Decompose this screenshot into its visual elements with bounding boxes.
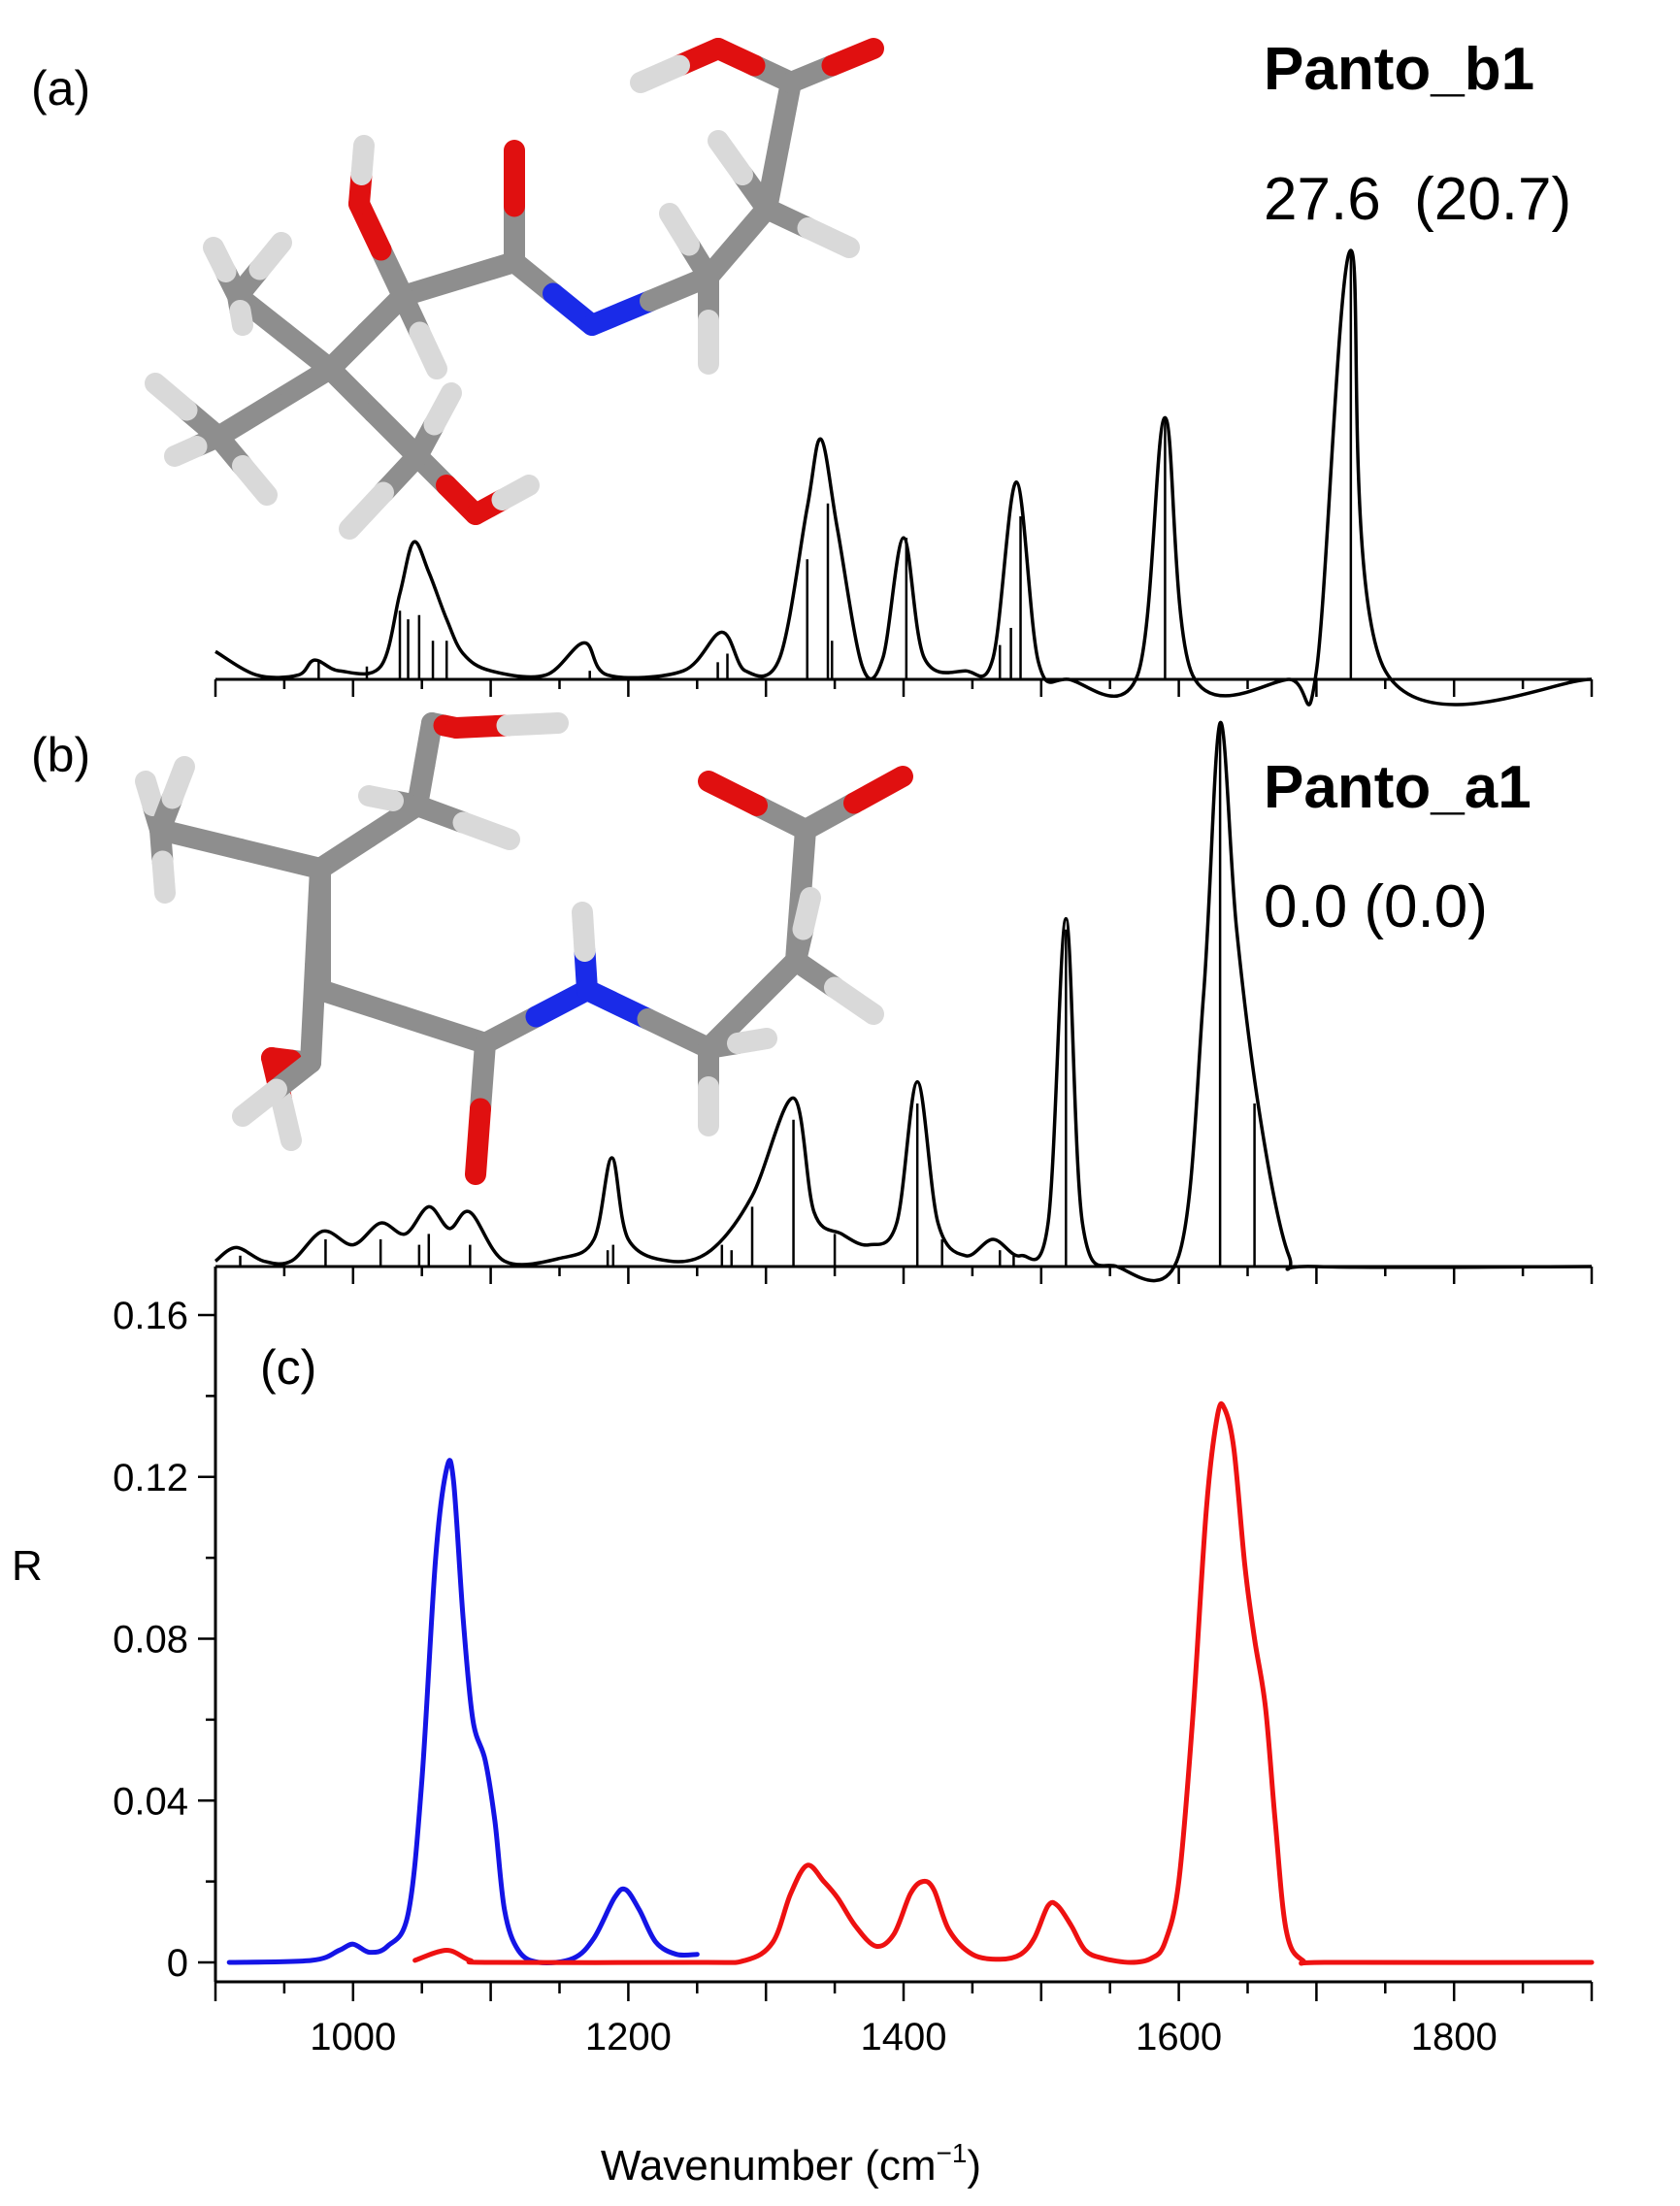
panel-b-relative-energy: 0.0 (0.0) <box>1264 873 1488 940</box>
mol-b-bond-half <box>572 902 596 962</box>
panel-a-label: (a) <box>31 61 90 115</box>
mol-b-bond-half <box>271 1088 302 1151</box>
y-tick-label: 0.16 <box>113 1295 188 1337</box>
mol-b-bond-half <box>151 850 176 904</box>
panel-b-spectrum-line <box>214 721 1593 1283</box>
mol-b-bond-half <box>790 819 816 906</box>
x-axis-title: Wavenumber (cm−1) <box>601 2138 981 2190</box>
mol-a-bond-half <box>797 217 860 258</box>
panel-b-spectrum <box>214 721 1594 1284</box>
mol-a-bond-half <box>203 237 237 282</box>
x-axis-title-end: ) <box>967 2142 981 2190</box>
mol-a-bond-half <box>630 54 690 93</box>
series-line-red <box>412 1400 1595 1966</box>
mol-a-bond-half <box>248 232 292 280</box>
mol-b-bond-half <box>305 858 331 976</box>
panel-a-spectrum-line <box>214 248 1593 707</box>
mol-b-bond-half <box>392 1005 496 1054</box>
panel-a: (a) Panto_b1 27.6 (20.7) <box>31 36 1594 707</box>
x-tick-label: 1800 <box>1411 2016 1498 2058</box>
mol-a-bond-half <box>491 475 540 510</box>
x-axis-title-superscript: −1 <box>936 2138 967 2168</box>
mol-a-bond-half <box>229 300 253 336</box>
panel-a-spectrum <box>214 248 1594 707</box>
mol-b-bond-half <box>496 712 569 737</box>
mol-b-bond-half <box>310 979 413 1028</box>
x-axis-title-main: Wavenumber (cm <box>601 2142 937 2190</box>
panel-a-relative-energy: 27.6 (20.7) <box>1264 166 1571 233</box>
mol-a-bond-half <box>768 72 802 156</box>
mol-b-bond-half <box>824 976 884 1025</box>
mol-a-bond-half <box>339 481 394 540</box>
panel-c-label: (c) <box>260 1340 316 1395</box>
mol-a-bond-half <box>164 436 208 467</box>
x-tick-label: 1000 <box>310 2016 396 2058</box>
mol-a-bond-half <box>409 321 447 379</box>
panel-a-conformer-name: Panto_b1 <box>1264 36 1534 103</box>
series-line-blue <box>226 1458 700 1966</box>
mol-b-bond-half <box>698 771 768 816</box>
mol-b-bond-half <box>452 811 520 850</box>
mol-b-bond-half <box>792 887 821 940</box>
y-tick-label: 0 <box>167 1942 188 1985</box>
mol-a-bond-half <box>145 373 198 421</box>
mol-a-bond-half <box>350 135 375 185</box>
panel-c: (c) R Wavenumber (cm−1) 0 0.04 0.08 0.12 0.1… <box>12 1267 1595 2190</box>
mol-a-bond-half <box>263 358 341 413</box>
panel-c-plot: 0 0.04 0.08 0.12 0.16 1000 1200 1400 1600 1800 <box>113 1267 1595 2058</box>
mol-b-bond-half <box>358 785 404 811</box>
mol-a-bond-half <box>821 38 884 77</box>
panel-b-conformer-name: Panto_a1 <box>1264 754 1532 821</box>
panel-b-label: (b) <box>31 728 90 782</box>
y-axis-title: R <box>12 1542 43 1590</box>
mol-a-bond-half <box>708 130 753 185</box>
mol-a-bond-half <box>208 392 285 447</box>
mol-b-bond-half <box>470 1033 496 1120</box>
panel-b-molecule-structure <box>135 712 913 1185</box>
x-tick-label: 1400 <box>861 2016 947 2058</box>
x-tick-label: 1200 <box>585 2016 672 2058</box>
x-tick-label: 1600 <box>1136 2016 1222 2058</box>
panel-b: (b) Panto_a1 0.0 (0.0) <box>31 712 1594 1284</box>
mol-b-bond-half <box>300 955 326 1073</box>
mol-a-bond-half <box>232 455 278 506</box>
mol-b-bond-half <box>576 979 659 1030</box>
mol-b-bond-half <box>229 839 331 879</box>
panel-a-molecule-structure <box>145 38 884 540</box>
mol-a-bond-half <box>659 203 700 256</box>
y-tick-label: 0.04 <box>113 1780 188 1823</box>
mol-b-bond-half <box>843 766 913 814</box>
mol-b-bond-half <box>135 771 164 816</box>
mol-a-bond-half <box>423 382 462 436</box>
mol-b-bond-half <box>727 1028 777 1054</box>
mol-b-bond-half <box>465 1098 491 1185</box>
mol-b-bond-half <box>149 819 251 860</box>
mol-b-bond-half <box>161 756 195 809</box>
mol-b-bond-half <box>232 1078 287 1127</box>
y-tick-label: 0.12 <box>113 1457 188 1499</box>
y-tick-label: 0.08 <box>113 1619 188 1662</box>
mol-b-bond-half <box>637 1008 719 1059</box>
